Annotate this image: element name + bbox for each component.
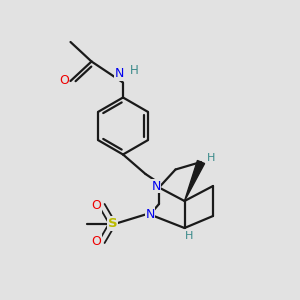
Polygon shape [184,160,205,201]
Text: H: H [185,231,193,242]
Text: N: N [145,208,155,221]
Text: H: H [130,64,139,77]
Text: H: H [207,153,216,164]
Text: O: O [59,74,69,88]
Text: N: N [151,179,161,193]
Text: S: S [108,217,117,230]
Text: N: N [115,67,124,80]
Text: O: O [92,199,101,212]
Text: O: O [92,235,101,248]
